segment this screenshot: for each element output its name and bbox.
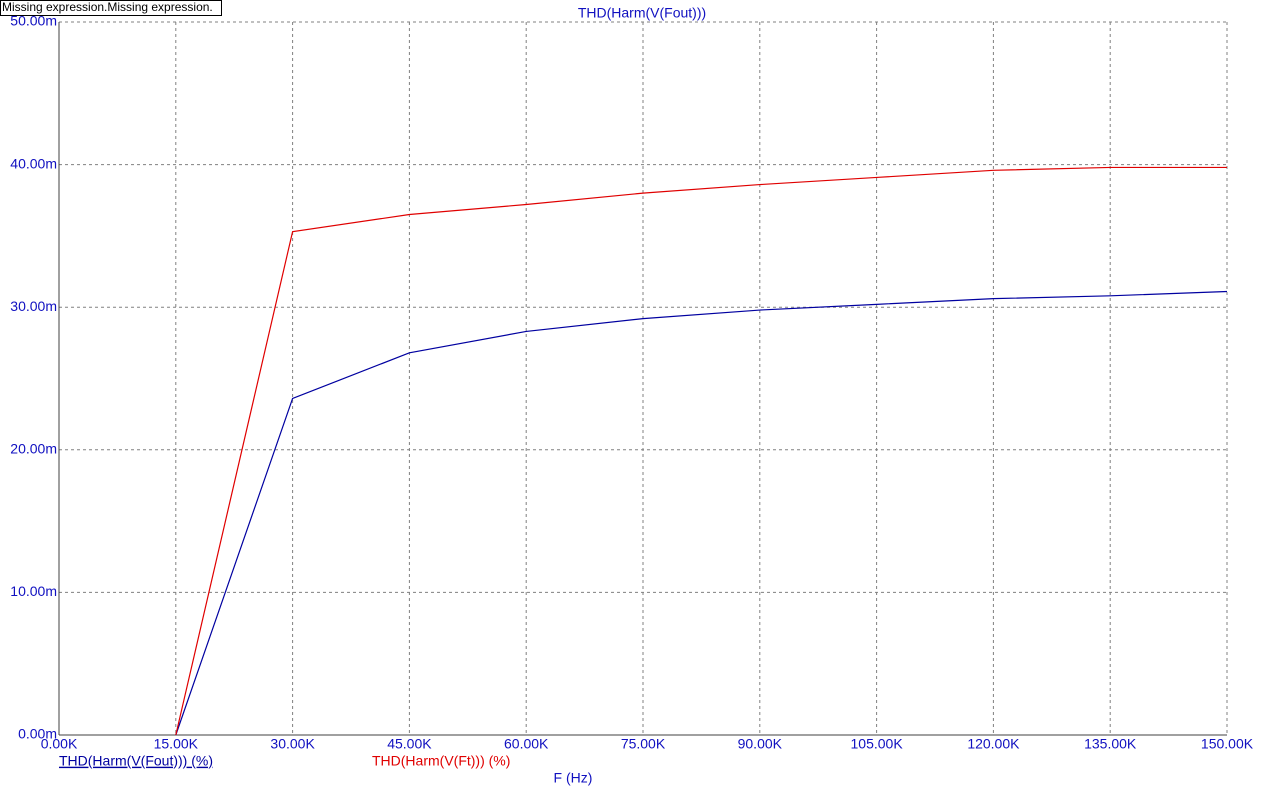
x-tick-label: 120.00K [967,736,1020,752]
x-tick-label: 30.00K [270,736,315,752]
y-tick-label: 20.00m [10,441,57,457]
x-tick-label: 75.00K [621,736,666,752]
x-tick-label: 45.00K [387,736,432,752]
x-tick-label: 105.00K [851,736,904,752]
y-tick-label: 0.00m [18,726,57,742]
x-tick-label: 15.00K [154,736,199,752]
note: Missing expression.Missing expression. [2,0,213,14]
legend-entry: THD(Harm(V(Ft))) (%) [372,753,510,769]
x-tick-label: 60.00K [504,736,549,752]
y-tick-label: 10.00m [10,583,57,599]
series-line [175,290,1228,736]
y-tick-label: 50.00m [10,13,57,29]
y-tick-label: 40.00m [10,155,57,171]
chart-title: THD(Harm(V(Fout))) [578,5,706,21]
x-tick-label: 90.00K [738,736,783,752]
note-box [0,0,222,16]
legend-entry: THD(Harm(V(Fout))) (%) [59,753,213,769]
x-tick-label: 150.00K [1201,736,1254,752]
y-tick-label: 30.00m [10,298,57,314]
x-tick-label: 0.00K [41,736,78,752]
x-tick-label: 135.00K [1084,736,1137,752]
x-axis-label: F (Hz) [554,770,593,786]
series-line [175,166,1227,736]
